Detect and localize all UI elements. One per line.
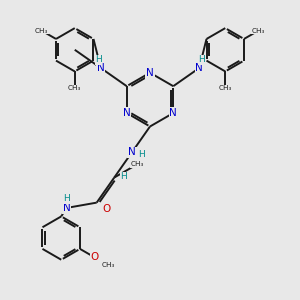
Text: N: N — [123, 108, 130, 118]
Text: N: N — [195, 63, 203, 73]
Text: N: N — [63, 203, 70, 213]
Text: N: N — [97, 63, 105, 73]
Text: O: O — [90, 252, 99, 262]
Text: CH₃: CH₃ — [35, 28, 48, 34]
Text: O: O — [102, 205, 111, 214]
Text: H: H — [63, 194, 70, 203]
Text: CH₃: CH₃ — [68, 85, 81, 91]
Text: CH₃: CH₃ — [219, 85, 232, 91]
Text: CH₃: CH₃ — [252, 28, 265, 34]
Text: CH₃: CH₃ — [131, 161, 144, 167]
Text: H: H — [198, 55, 205, 64]
Text: H: H — [95, 55, 102, 64]
Text: H: H — [120, 172, 127, 181]
Text: N: N — [146, 68, 154, 78]
Text: H: H — [138, 150, 145, 159]
Text: CH₃: CH₃ — [101, 262, 115, 268]
Text: N: N — [128, 148, 136, 158]
Text: N: N — [169, 108, 177, 118]
